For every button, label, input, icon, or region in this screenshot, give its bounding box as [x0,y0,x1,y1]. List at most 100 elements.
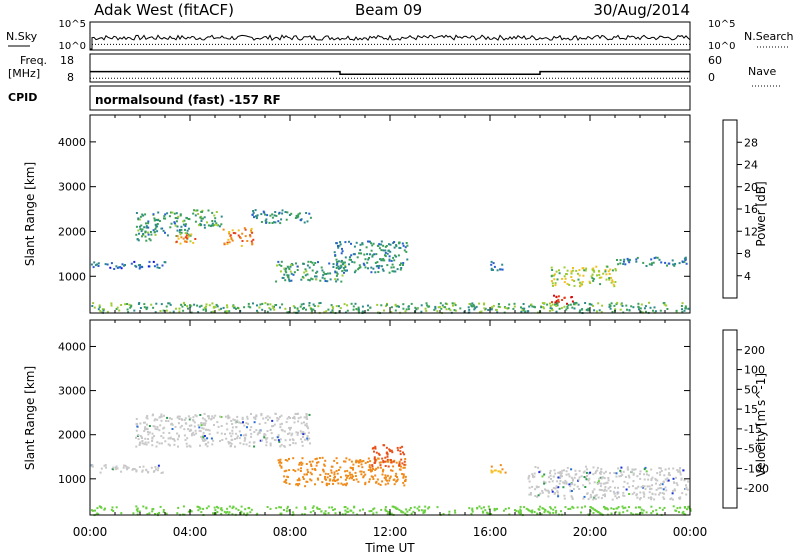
echo-cell [564,479,567,482]
echo-cell [382,249,385,252]
echo-cell [114,466,117,469]
echo-cell [311,278,314,281]
echo-cell [398,468,401,471]
echo-cell [557,471,560,474]
echo-cell [142,233,145,235]
echo-cell [143,226,146,229]
echo-cell [344,470,347,473]
echo-cell [175,307,177,310]
echo-cell [258,306,261,309]
echo-cell [217,425,220,428]
echo-cell [385,305,387,308]
colorbar-tick-label: 4 [744,270,751,283]
echo-cell [404,478,407,481]
echo-cell [571,505,574,508]
echo-cell [423,511,426,514]
echo-cell [655,488,658,491]
echo-cell [355,478,358,481]
echo-cell [99,506,102,508]
echo-cell [599,482,602,485]
echo-cell [200,223,203,226]
echo-cell [614,511,617,513]
echo-cell [669,498,672,501]
echo-cell [212,224,215,227]
echo-cell [322,470,325,473]
echo-cell [231,507,234,510]
echo-cell [276,417,279,419]
echo-cell [499,470,502,473]
echo-cell [308,279,311,282]
echo-cell [336,262,339,265]
echo-cell [190,424,193,427]
echo-cell [238,421,241,424]
echo-cell [680,478,683,481]
echo-cell [581,283,584,286]
echo-cell [240,505,243,508]
echo-cell [654,310,657,313]
echo-cell [672,489,674,492]
echo-cell [592,466,595,469]
echo-cell [286,311,289,314]
time-tick-label: 20:00 [573,525,608,539]
echo-cell [234,438,236,440]
echo-cell [573,302,576,305]
echo-cell [142,505,145,508]
echo-cell [583,470,586,473]
echo-cell [622,260,625,263]
echo-cell [400,458,403,461]
echo-cell [468,507,471,510]
echo-cell [600,468,603,471]
echo-cell [335,457,338,460]
echo-cell [142,214,145,217]
echo-cell [536,495,539,498]
echo-cell [388,511,391,514]
echo-cell [503,509,505,512]
echo-cell [354,475,357,477]
echo-cell [157,464,160,467]
echo-cell [376,261,379,264]
echo-cell [94,509,96,512]
echo-cell [368,464,371,467]
echo-cell [188,444,191,447]
echo-cell [277,434,280,437]
echo-cell [358,460,361,463]
echo-region [332,240,409,274]
echo-cell [385,452,388,455]
echo-cell [384,460,387,463]
echo-cell [151,437,154,440]
echo-cell [384,478,387,481]
echo-cell [203,418,206,421]
echo-cell [211,220,214,222]
echo-cell [340,280,343,283]
echo-cell [227,417,230,420]
echo-cell [533,472,536,475]
echo-cell [140,265,143,268]
echo-cell [649,488,651,491]
echo-cell [658,484,661,486]
echo-cell [374,447,377,450]
echo-cell [336,272,339,275]
echo-cell [658,506,661,509]
echo-cell [589,493,592,496]
echo-cell [303,513,306,516]
echo-region [90,260,167,270]
echo-cell [581,506,583,509]
echo-cell [646,485,649,488]
echo-cell [297,484,300,487]
echo-cell [370,266,373,269]
echo-cell [382,469,385,472]
echo-cell [208,304,211,307]
echo-cell [544,481,547,484]
echo-cell [424,505,427,508]
echo-cell [226,243,229,245]
echo-cell [631,470,633,473]
echo-cell [147,441,150,444]
echo-cell [210,224,213,227]
y-tick-label: 2000 [58,429,86,442]
echo-cell [225,437,228,440]
echo-cell [603,506,606,509]
echo-cell [356,256,359,259]
echo-cell [549,302,551,305]
echo-cell [630,512,633,515]
